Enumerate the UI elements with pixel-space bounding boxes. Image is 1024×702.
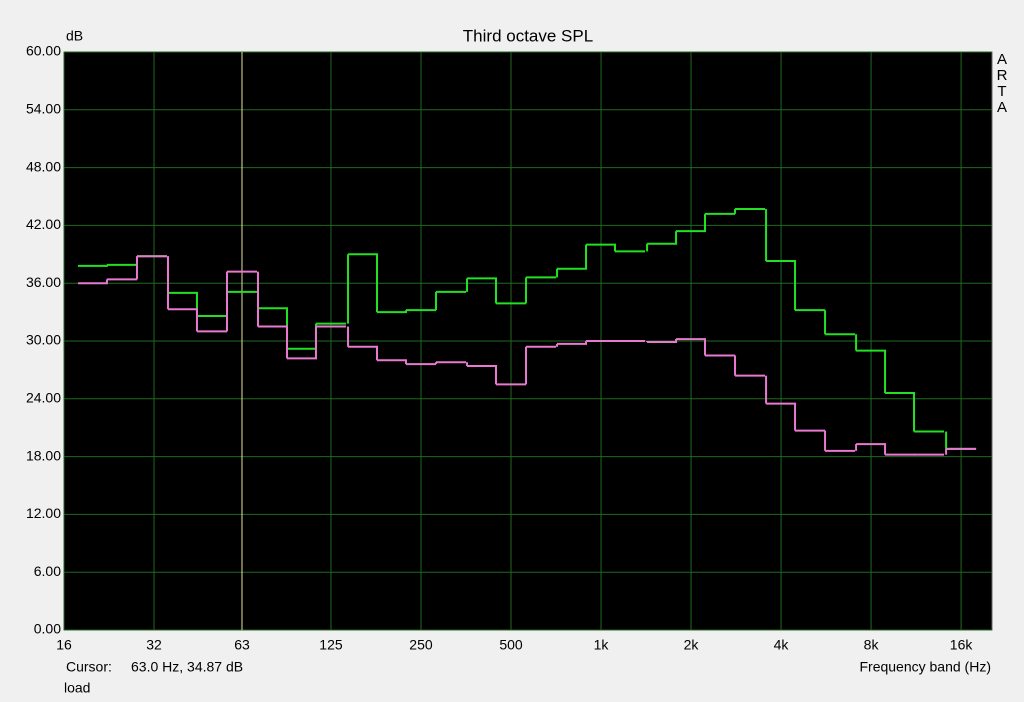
chart-title: Third octave SPL <box>463 26 593 45</box>
y-tick-label: 18.00 <box>26 447 61 463</box>
x-tick-label: 16 <box>56 637 72 653</box>
x-tick-label: 16k <box>950 637 974 653</box>
y-tick-label: 42.00 <box>26 216 61 232</box>
y-tick-label: 24.00 <box>26 390 61 406</box>
x-tick-label: 1k <box>594 637 610 653</box>
x-tick-label: 250 <box>409 637 433 653</box>
x-tick-label: 125 <box>319 637 343 653</box>
y-tick-label: 60.00 <box>26 43 61 59</box>
x-tick-label: 500 <box>499 637 523 653</box>
y-axis-label: dB <box>66 28 83 44</box>
status: load <box>64 680 90 696</box>
x-axis-label: Frequency band (Hz) <box>859 659 991 675</box>
y-tick-label: 36.00 <box>26 274 61 290</box>
y-tick-label: 54.00 <box>26 101 61 117</box>
y-tick-label: 48.00 <box>26 158 61 174</box>
y-tick-label: 30.00 <box>26 332 61 348</box>
x-tick-label: 8k <box>864 637 880 653</box>
x-tick-label: 4k <box>774 637 790 653</box>
cursor-label: Cursor: <box>66 659 112 675</box>
y-tick-label: 12.00 <box>26 505 61 521</box>
y-tick-label: 6.00 <box>34 563 61 579</box>
x-tick-label: 2k <box>684 637 700 653</box>
y-tick-label: 0.00 <box>34 621 61 637</box>
x-tick-label: 63 <box>234 637 250 653</box>
side-label: ARTA <box>996 51 1008 116</box>
x-tick-label: 32 <box>146 637 162 653</box>
cursor-readout: 63.0 Hz, 34.87 dB <box>131 659 243 675</box>
